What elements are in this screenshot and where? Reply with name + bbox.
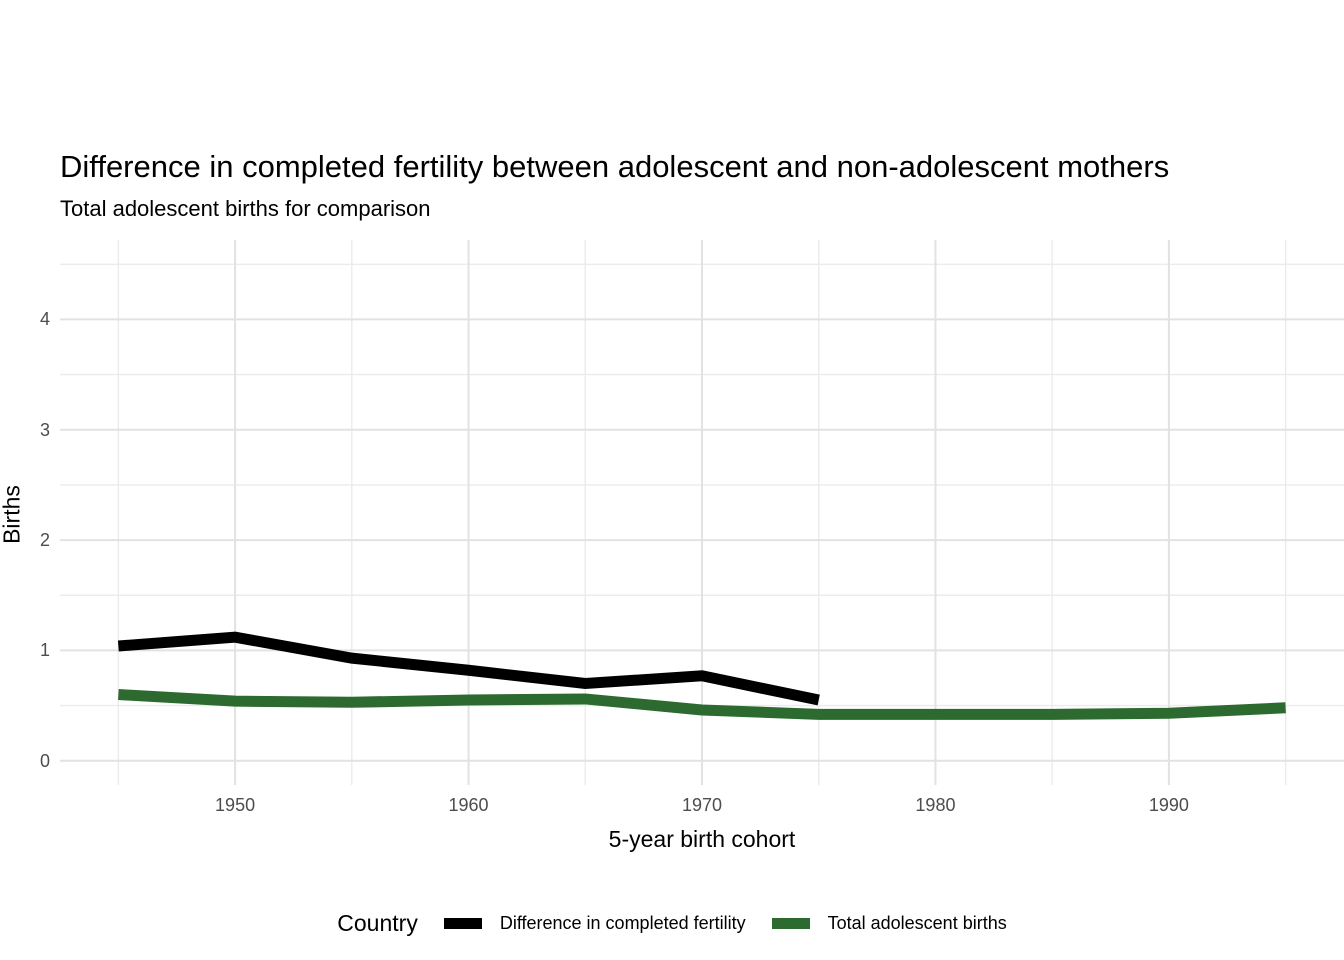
legend-item-total-adolescent-births: Total adolescent births <box>771 912 1007 934</box>
y-tick-label-1: 1 <box>39 640 50 661</box>
legend-swatch-green-line <box>771 917 810 929</box>
legend-title: Country <box>337 909 418 936</box>
series-line-1-total-adolescent-births <box>118 689 1286 720</box>
plot-area <box>60 240 1344 785</box>
legend-label-total-adolescent-births: Total adolescent births <box>827 912 1007 933</box>
y-tick-label-0: 0 <box>39 750 50 771</box>
series-line-0-difference-in-completed-fertility <box>117 631 820 706</box>
chart-subtitle: Total adolescent births for comparison <box>60 196 431 221</box>
legend-item-difference-in-completed-fertility: Difference in completed fertility <box>443 912 746 934</box>
x-axis-title: 5-year birth cohort <box>608 826 796 852</box>
x-tick-label-1950: 1950 <box>215 795 256 815</box>
legend-label-difference-in-completed-fertility: Difference in completed fertility <box>499 912 746 933</box>
legend: Country Difference in completed fertilit… <box>0 900 1344 946</box>
plot-panel <box>60 240 1344 785</box>
x-tick-label-1980: 1980 <box>915 795 956 815</box>
legend-swatch-black-line <box>443 917 482 929</box>
chart-title: Difference in completed fertility betwee… <box>60 149 1170 184</box>
x-tick-label-1970: 1970 <box>681 795 723 815</box>
y-tick-label-4: 4 <box>39 309 50 330</box>
y-tick-label-2: 2 <box>39 530 50 551</box>
y-tick-label-3: 3 <box>39 419 50 440</box>
x-tick-label-1960: 1960 <box>448 795 489 815</box>
x-tick-label-1990: 1990 <box>1148 795 1189 815</box>
